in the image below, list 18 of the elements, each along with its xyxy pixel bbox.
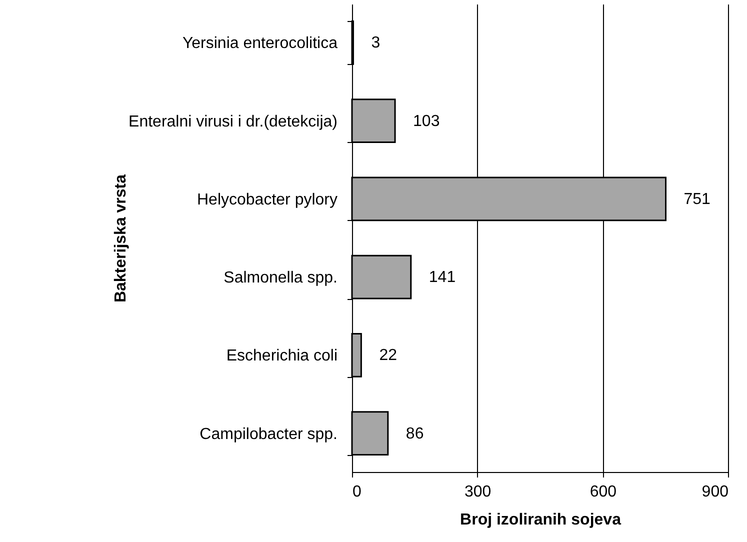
data-label: 86 xyxy=(406,425,424,442)
x-axis-title: Broj izoliranih sojeva xyxy=(460,512,622,528)
y-axis-title: Bakterijska vrsta xyxy=(112,174,130,303)
y-tick-label: Yersinia enterocolitica xyxy=(182,35,338,52)
data-label: 3 xyxy=(371,34,380,52)
y-tick-label: Enteralni virusi i dr.(detekcija) xyxy=(128,113,338,130)
data-label: 141 xyxy=(428,269,456,286)
y-tick-label: Salmonella spp. xyxy=(224,270,338,287)
data-label: 103 xyxy=(413,112,440,130)
x-tick-label: 300 xyxy=(464,484,492,500)
x-tick-label: 900 xyxy=(702,484,729,500)
y-tick-label: Campilobacter spp. xyxy=(200,426,338,443)
y-tick-label: Escherichia coli xyxy=(226,348,338,365)
x-tick-label: 0 xyxy=(352,484,362,500)
data-label: 22 xyxy=(379,347,398,364)
data-label: 751 xyxy=(684,190,711,208)
y-tick-label: Helycobacter pylory xyxy=(197,191,338,208)
x-tick-label: 600 xyxy=(590,484,617,500)
